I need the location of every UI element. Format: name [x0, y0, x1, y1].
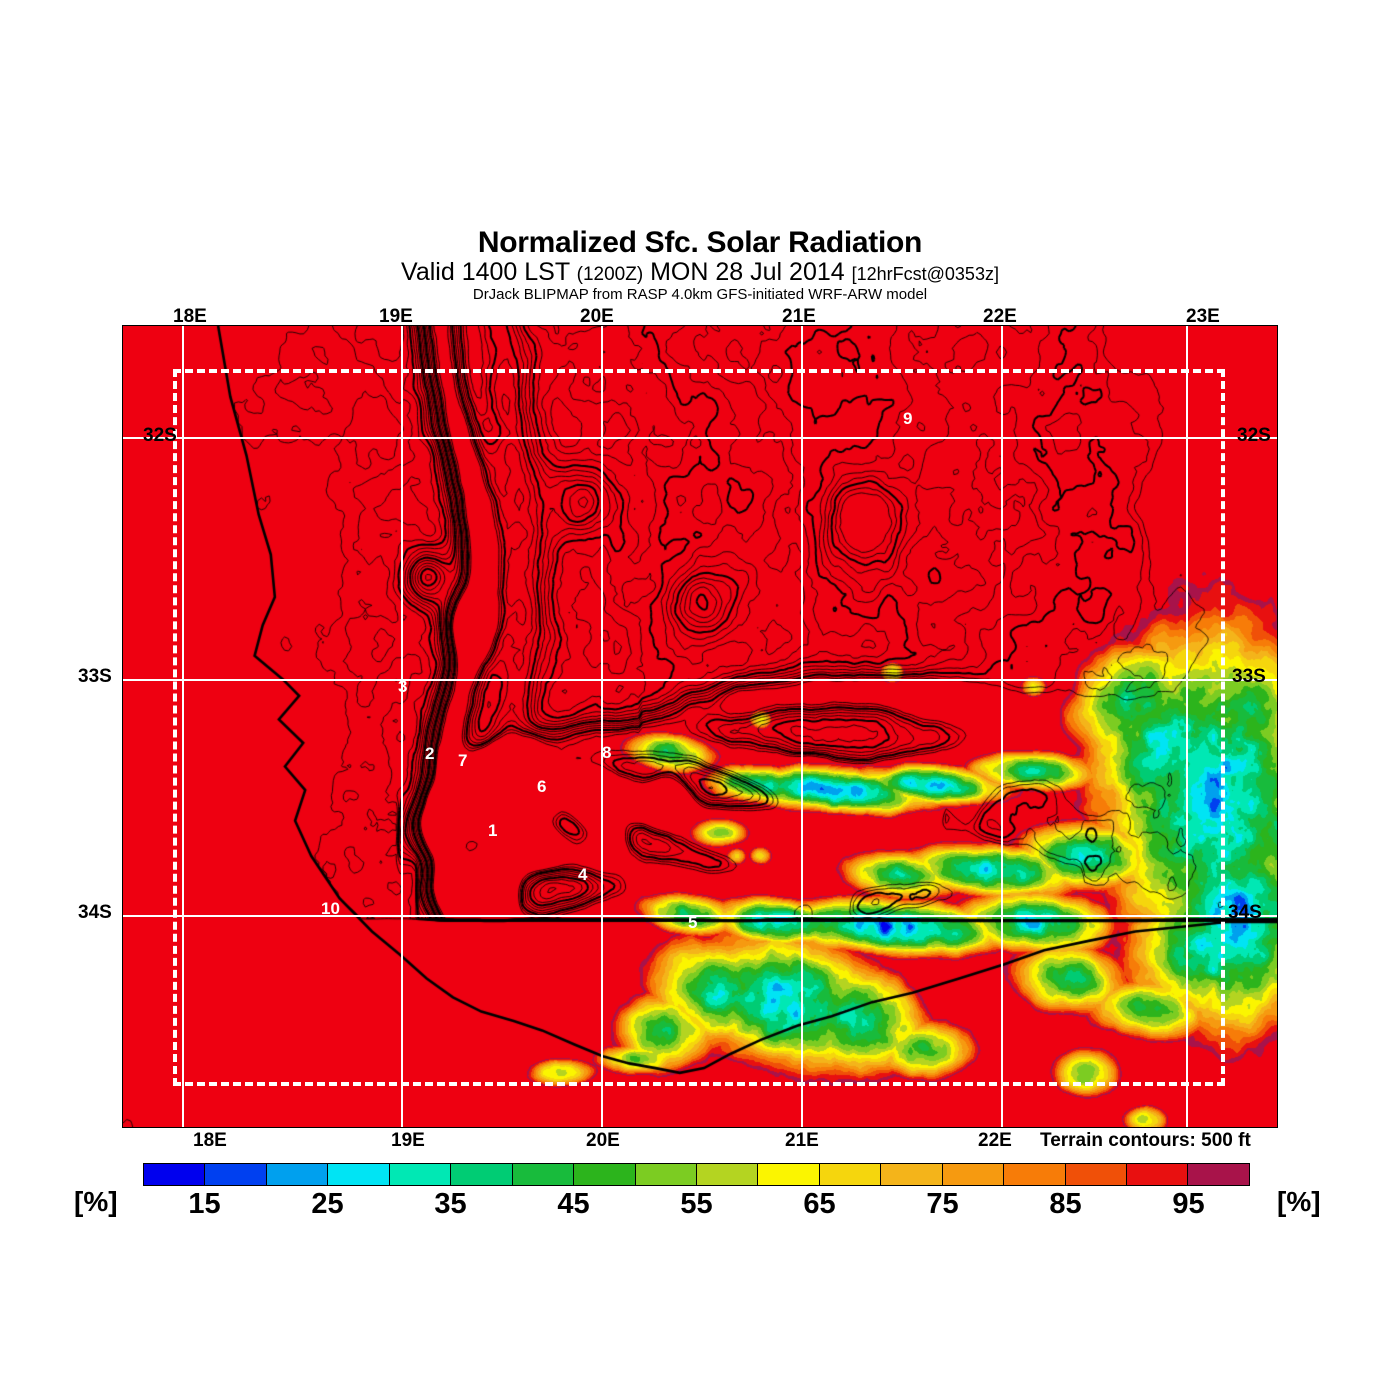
terrain-contour-note: Terrain contours: 500 ft: [1037, 1129, 1254, 1153]
title-block: Normalized Sfc. Solar Radiation Valid 14…: [0, 226, 1400, 304]
colorbar-swatch-0: [144, 1164, 206, 1185]
colorbar-tick-25: 25: [311, 1188, 344, 1220]
colorbar-swatch-12: [881, 1164, 943, 1185]
waypoint-marker-4[interactable]: 4: [578, 865, 588, 884]
waypoint-marker-7[interactable]: 7: [458, 751, 468, 770]
model-description: DrJack BLIPMAP from RASP 4.0km GFS-initi…: [472, 286, 928, 304]
axis-label-lon-bottom-3: 21E: [785, 1130, 819, 1151]
colorbar-swatches: [143, 1163, 1250, 1186]
gridline-lon-20E: [601, 326, 603, 1127]
colorbar-tick-45: 45: [557, 1188, 590, 1220]
waypoint-marker-8[interactable]: 8: [602, 743, 612, 762]
axis-label-lon-top-3: 21E: [782, 306, 816, 327]
colorbar-tick-35: 35: [434, 1188, 467, 1220]
waypoint-marker-9[interactable]: 9: [903, 409, 913, 428]
axis-label-lon-top-0: 18E: [173, 306, 207, 327]
colorbar-swatch-9: [696, 1164, 759, 1185]
colorbar-swatch-15: [1065, 1164, 1127, 1185]
gridline-lon-23E: [1186, 326, 1188, 1127]
colorbar-swatch-10: [758, 1164, 820, 1185]
colorbar-tick-95: 95: [1172, 1188, 1205, 1220]
colorbar-swatch-17: [1188, 1164, 1249, 1185]
waypoint-marker-2[interactable]: 2: [425, 744, 435, 763]
waypoint-marker-6[interactable]: 6: [537, 777, 547, 796]
axis-label-lon-top-5: 23E: [1186, 306, 1220, 327]
gridline-lat-32S: [123, 437, 1277, 439]
colorbar-tick-55: 55: [680, 1188, 713, 1220]
colorbar-legend: [%] [%] 15 25 35 45 55 65 75 85 95: [0, 1158, 1400, 1238]
axis-label-lon-top-2: 20E: [580, 306, 614, 327]
colorbar-tick-85: 85: [1049, 1188, 1082, 1220]
colorbar-tick-75: 75: [926, 1188, 959, 1220]
axis-label-lon-bottom-4: 22E: [978, 1130, 1012, 1151]
valid-time-utc: (1200Z): [576, 264, 644, 285]
colorbar-unit-right: [%]: [1277, 1186, 1321, 1217]
solar-radiation-heatmap: [123, 326, 1277, 1127]
axis-label-lat-left-1: 33S: [78, 666, 112, 687]
forecast-tag: [12hrFcst@0353z]: [851, 264, 999, 284]
axis-label-lat-right-2: 34S: [1228, 902, 1262, 923]
colorbar-swatch-7: [574, 1164, 636, 1185]
valid-time-prefix: Valid 1400 LST: [401, 258, 570, 286]
waypoint-marker-5[interactable]: 5: [688, 913, 698, 932]
colorbar-swatch-3: [328, 1164, 390, 1185]
valid-date: MON 28 Jul 2014: [650, 258, 845, 286]
colorbar-swatch-14: [1004, 1164, 1066, 1185]
gridline-lon-21E: [801, 326, 803, 1127]
axis-label-lon-bottom-1: 19E: [391, 1130, 425, 1151]
model-domain-boundary: [173, 369, 1225, 1086]
colorbar-swatch-8: [635, 1164, 697, 1185]
colorbar-swatch-4: [389, 1164, 452, 1185]
gridline-lat-33S: [123, 679, 1277, 681]
valid-time-line: Valid 1400 LST (1200Z) MON 28 Jul 2014 […: [0, 259, 1400, 285]
waypoint-marker-10[interactable]: 10: [321, 899, 340, 918]
colorbar-swatch-16: [1127, 1164, 1189, 1185]
colorbar-swatch-2: [266, 1164, 329, 1185]
colorbar-swatch-6: [512, 1164, 575, 1185]
colorbar-tick-65: 65: [803, 1188, 836, 1220]
gridline-lon-19E: [401, 326, 403, 1127]
axis-label-lat-right-1: 33S: [1232, 666, 1266, 687]
axis-label-lat-left-2: 34S: [78, 902, 112, 923]
axis-label-lon-top-4: 22E: [983, 306, 1017, 327]
colorbar-tick-15: 15: [188, 1188, 221, 1220]
colorbar-swatch-13: [942, 1164, 1005, 1185]
colorbar-swatch-11: [819, 1164, 882, 1185]
colorbar-swatch-5: [451, 1164, 513, 1185]
waypoint-marker-3[interactable]: 3: [398, 677, 408, 696]
map-plot-area[interactable]: [122, 325, 1278, 1128]
axis-label-lon-bottom-2: 20E: [586, 1130, 620, 1151]
axis-label-lon-top-1: 19E: [379, 306, 413, 327]
page-title: Normalized Sfc. Solar Radiation: [477, 226, 923, 259]
colorbar-swatch-1: [205, 1164, 267, 1185]
colorbar-unit-left: [%]: [74, 1186, 118, 1217]
gridline-lat-34S: [123, 915, 1277, 917]
waypoint-marker-1[interactable]: 1: [488, 821, 498, 840]
axis-label-lat-left-0: 32S: [143, 425, 177, 446]
axis-label-lat-right-0: 32S: [1237, 425, 1271, 446]
gridline-lon-18E: [182, 326, 184, 1127]
gridline-lon-22E: [1001, 326, 1003, 1127]
axis-label-lon-bottom-0: 18E: [193, 1130, 227, 1151]
